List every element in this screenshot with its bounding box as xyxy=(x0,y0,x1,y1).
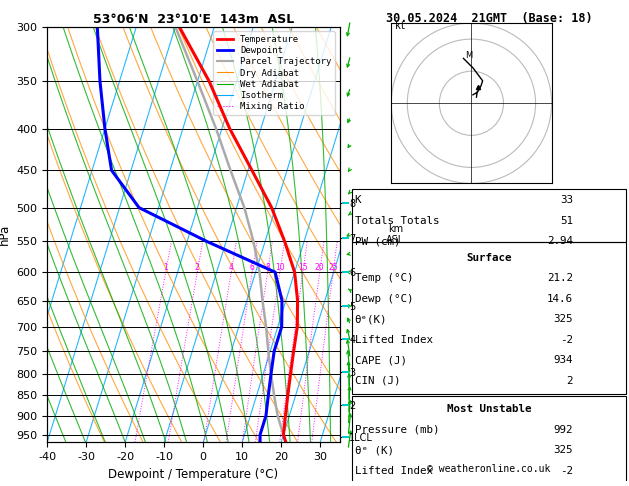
Bar xyxy=(352,243,626,394)
Text: Lifted Index: Lifted Index xyxy=(355,466,433,476)
Text: -2: -2 xyxy=(560,466,573,476)
Text: © weatheronline.co.uk: © weatheronline.co.uk xyxy=(427,464,551,474)
Text: 14.6: 14.6 xyxy=(547,294,573,304)
Text: 2.94: 2.94 xyxy=(547,236,573,246)
Text: 20: 20 xyxy=(315,263,325,272)
X-axis label: Dewpoint / Temperature (°C): Dewpoint / Temperature (°C) xyxy=(108,468,279,481)
Text: 8: 8 xyxy=(265,263,270,272)
Text: 992: 992 xyxy=(554,425,573,435)
Legend: Temperature, Dewpoint, Parcel Trajectory, Dry Adiabat, Wet Adiabat, Isotherm, Mi: Temperature, Dewpoint, Parcel Trajectory… xyxy=(213,31,335,115)
Text: 325: 325 xyxy=(554,314,573,324)
Text: PW (cm): PW (cm) xyxy=(355,236,400,246)
Bar xyxy=(352,396,626,486)
Text: 15: 15 xyxy=(298,263,308,272)
Text: 1: 1 xyxy=(164,263,168,272)
Text: 934: 934 xyxy=(554,355,573,365)
Text: 2: 2 xyxy=(195,263,199,272)
Text: Dewp (°C): Dewp (°C) xyxy=(355,294,413,304)
Text: CAPE (J): CAPE (J) xyxy=(355,355,407,365)
Text: θᵉ(K): θᵉ(K) xyxy=(355,314,387,324)
Text: 4: 4 xyxy=(229,263,233,272)
Text: 2: 2 xyxy=(567,376,573,385)
Text: kt: kt xyxy=(394,21,406,32)
Text: 325: 325 xyxy=(554,445,573,455)
Y-axis label: km
ASL: km ASL xyxy=(386,224,404,245)
Text: Surface: Surface xyxy=(466,253,512,263)
Text: 6: 6 xyxy=(250,263,255,272)
Text: Pressure (mb): Pressure (mb) xyxy=(355,425,439,435)
Text: 30.05.2024  21GMT  (Base: 18): 30.05.2024 21GMT (Base: 18) xyxy=(386,12,593,25)
Title: 53°06'N  23°10'E  143m  ASL: 53°06'N 23°10'E 143m ASL xyxy=(93,13,294,26)
Text: CIN (J): CIN (J) xyxy=(355,376,400,385)
Text: 10: 10 xyxy=(275,263,285,272)
Text: M: M xyxy=(465,52,472,60)
Text: Totals Totals: Totals Totals xyxy=(355,216,439,226)
Text: 25: 25 xyxy=(328,263,338,272)
Text: θᵉ (K): θᵉ (K) xyxy=(355,445,394,455)
Text: Lifted Index: Lifted Index xyxy=(355,335,433,345)
Text: -2: -2 xyxy=(560,335,573,345)
Text: 51: 51 xyxy=(560,216,573,226)
Text: 33: 33 xyxy=(560,195,573,206)
Text: 21.2: 21.2 xyxy=(547,273,573,283)
Text: Most Unstable: Most Unstable xyxy=(447,404,532,414)
Text: K: K xyxy=(355,195,361,206)
Bar xyxy=(352,189,626,243)
Y-axis label: hPa: hPa xyxy=(0,224,11,245)
Text: Temp (°C): Temp (°C) xyxy=(355,273,413,283)
